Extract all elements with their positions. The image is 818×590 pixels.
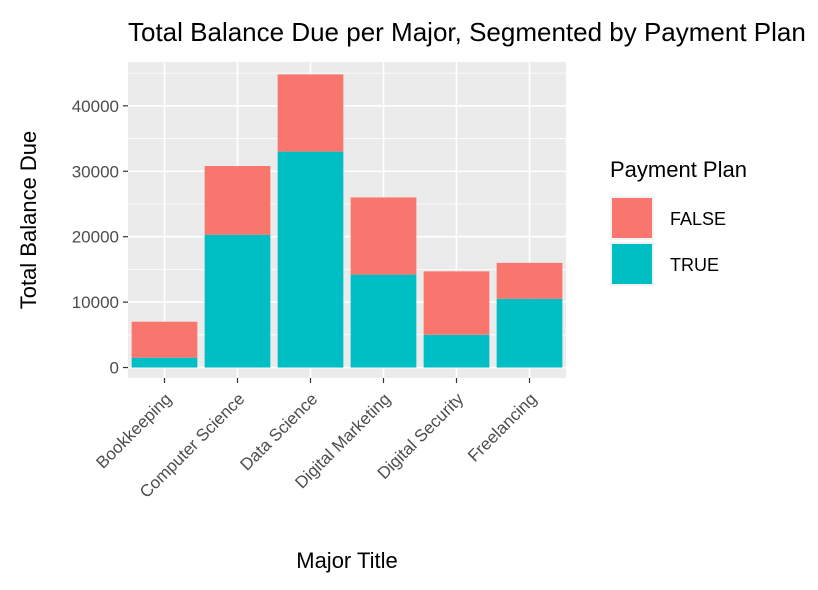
y-tick-label: 0 (110, 359, 119, 378)
bar-segment (277, 74, 344, 152)
x-tick-label: Freelancing (464, 389, 540, 465)
y-axis-title: Total Balance Due (16, 131, 41, 310)
y-tick-label: 30000 (72, 162, 119, 181)
bar-segment (204, 166, 271, 235)
bar-segment (204, 234, 271, 368)
y-tick-label: 20000 (72, 228, 119, 247)
x-axis-title: Major Title (296, 548, 397, 573)
minor-gridlines (128, 72, 566, 336)
legend-swatch (612, 244, 652, 284)
legend-swatch (612, 198, 652, 238)
bar-segment (131, 357, 198, 368)
x-tick-label: Bookkeeping (92, 389, 175, 472)
legend-label: FALSE (670, 209, 726, 229)
chart-title: Total Balance Due per Major, Segmented b… (128, 17, 806, 47)
bar-segment (423, 271, 490, 335)
bar-segment (496, 262, 563, 299)
bars (131, 74, 563, 368)
legend: Payment Plan FALSE TRUE (610, 157, 747, 286)
y-axis: 0 10000 20000 30000 40000 (72, 97, 128, 378)
bar-segment (350, 197, 417, 275)
legend-title: Payment Plan (610, 157, 747, 182)
bar-segment (131, 321, 198, 358)
bar-segment (277, 151, 344, 368)
y-tick-label: 10000 (72, 293, 119, 312)
legend-label: TRUE (670, 255, 719, 275)
bar-segment (423, 334, 490, 368)
y-tick-label: 40000 (72, 97, 119, 116)
plot-panel (128, 62, 566, 378)
bar-segment (350, 274, 417, 368)
bar-segment (496, 298, 563, 368)
